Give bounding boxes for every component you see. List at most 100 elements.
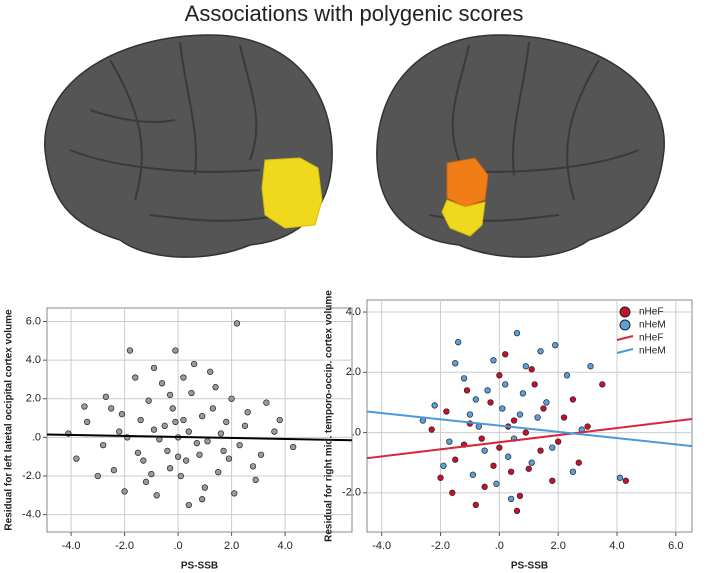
x-tick-label: -4.0 xyxy=(62,540,81,552)
point xyxy=(263,399,270,406)
point xyxy=(193,440,200,447)
point xyxy=(153,492,160,499)
y-tick-label: -2.0 xyxy=(342,487,361,499)
point xyxy=(537,447,544,454)
point xyxy=(166,465,174,472)
point xyxy=(289,443,297,451)
point xyxy=(622,477,629,484)
x-axis-label: PS-SSB xyxy=(511,561,548,572)
point xyxy=(560,414,568,421)
point xyxy=(249,463,257,470)
plot-area xyxy=(46,307,353,533)
point xyxy=(228,395,235,402)
point xyxy=(540,405,547,412)
point xyxy=(199,496,206,503)
point xyxy=(449,489,456,496)
x-tick-label: 2.0 xyxy=(224,540,239,552)
point xyxy=(252,476,259,484)
y-axis-label: Residual for right mid. temporo-occip. c… xyxy=(324,290,335,542)
point xyxy=(225,455,233,462)
point xyxy=(537,348,544,355)
point xyxy=(108,405,115,412)
point xyxy=(271,428,278,435)
point xyxy=(174,453,182,460)
point xyxy=(220,447,227,455)
x-tick-label: .0 xyxy=(495,540,504,552)
point xyxy=(241,422,249,429)
legend-marker xyxy=(619,319,631,331)
point xyxy=(490,357,497,364)
point xyxy=(513,507,521,515)
point xyxy=(531,381,538,388)
point xyxy=(196,451,203,458)
point xyxy=(83,418,91,426)
point xyxy=(428,426,435,433)
point xyxy=(204,438,211,445)
left-brain xyxy=(44,34,333,258)
point xyxy=(507,495,515,503)
point xyxy=(81,403,88,410)
point xyxy=(452,456,459,463)
point xyxy=(563,372,571,379)
point xyxy=(199,412,206,420)
point xyxy=(455,339,462,346)
y-tick-label: 4.0 xyxy=(26,354,41,366)
point xyxy=(223,418,230,426)
point xyxy=(142,478,150,485)
legend-line xyxy=(616,335,634,341)
point xyxy=(502,381,509,388)
right-brain xyxy=(376,34,665,258)
point xyxy=(507,468,515,475)
point xyxy=(493,480,500,487)
point xyxy=(132,374,139,381)
point xyxy=(172,418,179,426)
point xyxy=(164,447,171,455)
point xyxy=(452,360,459,367)
point xyxy=(487,399,494,406)
point xyxy=(502,351,509,358)
legend-marker xyxy=(619,306,631,318)
y-tick-label: -2.0 xyxy=(22,470,41,482)
point xyxy=(182,457,190,464)
point xyxy=(148,470,155,478)
x-tick-label: -2.0 xyxy=(115,540,134,552)
point xyxy=(575,459,582,466)
figure-title: Associations with polygenic scores xyxy=(185,1,524,26)
point xyxy=(516,411,524,418)
point xyxy=(569,468,577,475)
y-tick-label: .0 xyxy=(352,426,361,438)
point xyxy=(484,387,491,394)
point xyxy=(437,474,444,481)
point xyxy=(177,472,184,480)
point xyxy=(431,402,438,409)
point xyxy=(443,408,450,415)
legend-label: nHeM xyxy=(639,320,666,331)
point xyxy=(201,484,209,491)
x-tick-label: -4.0 xyxy=(372,540,391,552)
point xyxy=(516,492,524,499)
point xyxy=(190,360,198,368)
point xyxy=(73,455,80,462)
point xyxy=(555,438,562,445)
point xyxy=(510,417,518,424)
point xyxy=(121,488,128,495)
point xyxy=(522,429,529,436)
y-tick-label: 2.0 xyxy=(26,393,41,405)
regression-line xyxy=(46,433,353,442)
point xyxy=(478,435,485,442)
point xyxy=(169,405,176,412)
x-tick-label: 2.0 xyxy=(551,540,566,552)
point xyxy=(599,381,606,388)
point xyxy=(587,363,594,370)
point xyxy=(513,329,521,337)
point xyxy=(116,428,123,435)
point xyxy=(446,438,453,445)
point xyxy=(463,387,471,394)
point xyxy=(118,411,126,418)
point xyxy=(543,399,550,406)
point xyxy=(549,477,556,484)
point xyxy=(94,472,101,480)
point xyxy=(185,501,192,509)
point xyxy=(496,372,503,379)
regression-line xyxy=(366,410,693,448)
